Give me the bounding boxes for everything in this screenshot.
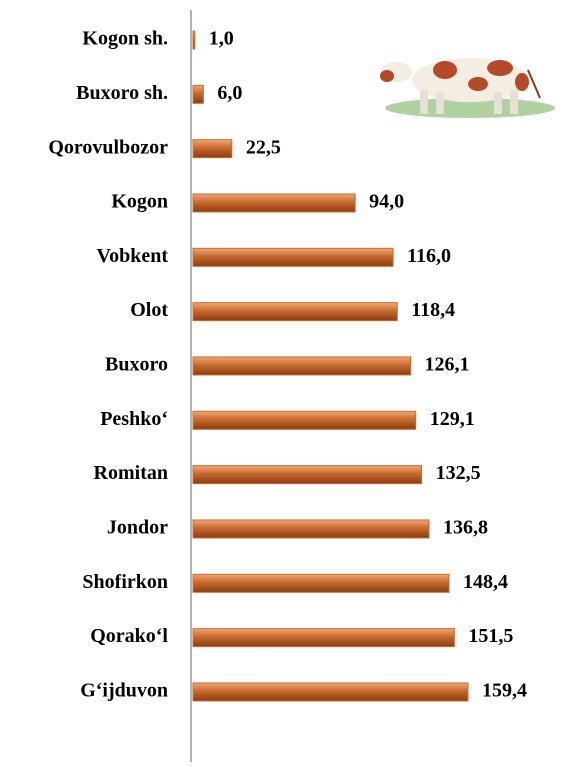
value-label: 132,5 [436, 462, 481, 484]
cow-illustration [380, 58, 555, 118]
value-label: 6,0 [217, 82, 242, 104]
category-label: Shofirkon [82, 571, 168, 593]
value-label: 129,1 [430, 408, 475, 430]
category-label: Vobkent [96, 245, 168, 267]
category-label: G‘ijduvon [80, 680, 168, 702]
bar [193, 248, 393, 266]
bar [193, 466, 422, 484]
bar [193, 683, 468, 701]
category-label: Olot [130, 299, 168, 321]
category-label: Jondor [107, 517, 168, 539]
category-label: Buxoro sh. [76, 82, 168, 104]
category-label: Kogon sh. [82, 28, 168, 50]
value-label: 159,4 [482, 680, 527, 702]
value-label: 118,4 [411, 299, 455, 321]
value-label: 126,1 [425, 354, 470, 376]
category-label: Peshko‘ [100, 408, 168, 430]
category-label: Romitan [94, 462, 168, 484]
bar [193, 303, 397, 321]
bar [193, 411, 416, 429]
bar [193, 31, 195, 49]
value-label: 1,0 [209, 28, 234, 50]
value-label: 148,4 [463, 571, 508, 593]
bar [193, 574, 449, 592]
value-label: 116,0 [407, 245, 451, 267]
bar [193, 194, 355, 212]
chart: Kogon sh. 1,0 Buxoro sh. 6,0 Qorovulbozor 22,… [0, 0, 569, 767]
value-label: 151,5 [468, 625, 513, 647]
bar [193, 520, 429, 538]
bar [193, 629, 454, 647]
bar [193, 85, 203, 103]
bar [193, 357, 411, 375]
bar [193, 140, 232, 158]
category-label: Qorovulbozor [48, 136, 168, 158]
category-label: Buxoro [105, 354, 168, 376]
category-label: Kogon [111, 191, 168, 213]
category-label: Qorako‘l [90, 625, 168, 647]
value-label: 136,8 [443, 517, 488, 539]
value-label: 94,0 [369, 191, 404, 213]
value-label: 22,5 [246, 136, 281, 158]
